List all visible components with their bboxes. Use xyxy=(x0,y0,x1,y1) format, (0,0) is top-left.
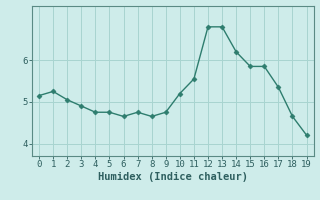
X-axis label: Humidex (Indice chaleur): Humidex (Indice chaleur) xyxy=(98,172,248,182)
